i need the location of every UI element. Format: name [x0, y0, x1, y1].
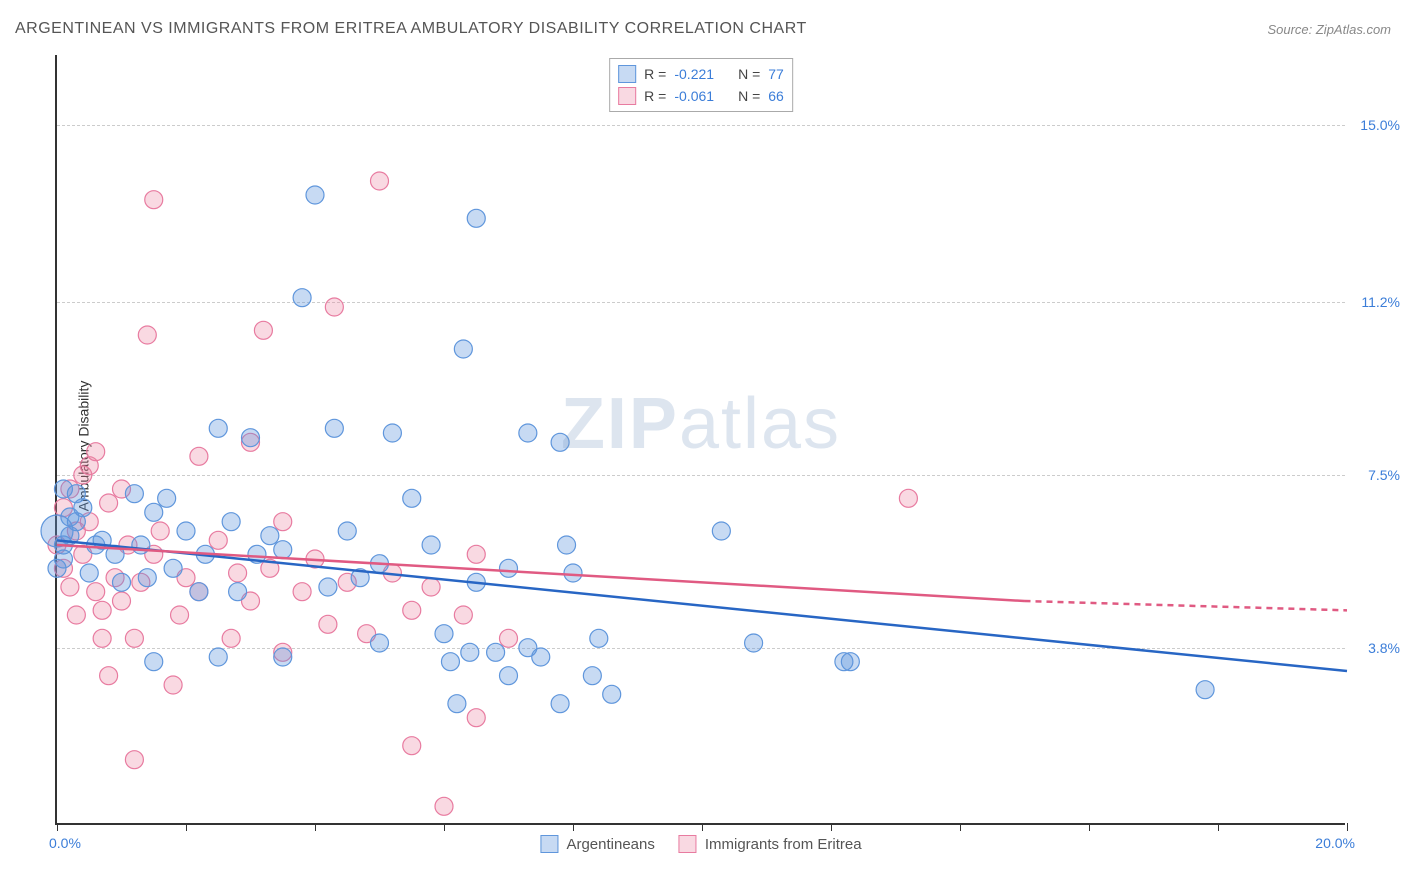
x-tick — [831, 823, 832, 831]
r-label: R = — [644, 66, 666, 82]
n-value-pink: 66 — [768, 88, 784, 104]
x-tick — [960, 823, 961, 831]
x-tick — [1089, 823, 1090, 831]
legend-label-blue: Argentineans — [566, 836, 654, 853]
y-tick-label: 11.2% — [1361, 294, 1400, 310]
legend-stats-row-blue: R = -0.221 N = 77 — [618, 63, 784, 85]
regression-line — [1025, 601, 1348, 610]
x-tick — [573, 823, 574, 831]
legend-item-blue: Argentineans — [540, 835, 654, 853]
swatch-pink — [618, 87, 636, 105]
legend-stats-row-pink: R = -0.061 N = 66 — [618, 85, 784, 107]
x-min-label: 0.0% — [49, 835, 81, 851]
x-tick — [444, 823, 445, 831]
regression-line — [57, 540, 1347, 671]
x-tick — [1347, 823, 1348, 831]
regression-lines-svg — [57, 55, 1345, 823]
r-value-blue: -0.221 — [674, 66, 714, 82]
legend-stats: R = -0.221 N = 77 R = -0.061 N = 66 — [609, 58, 793, 112]
x-tick — [57, 823, 58, 831]
chart-title: ARGENTINEAN VS IMMIGRANTS FROM ERITREA A… — [15, 20, 807, 38]
n-label: N = — [738, 66, 760, 82]
y-tick-label: 3.8% — [1368, 640, 1400, 656]
legend-series: Argentineans Immigrants from Eritrea — [540, 835, 861, 853]
source-label: Source: ZipAtlas.com — [1267, 22, 1391, 37]
header: ARGENTINEAN VS IMMIGRANTS FROM ERITREA A… — [15, 20, 1391, 38]
legend-item-pink: Immigrants from Eritrea — [679, 835, 862, 853]
y-tick-label: 15.0% — [1360, 117, 1400, 133]
y-tick-label: 7.5% — [1368, 467, 1400, 483]
n-value-blue: 77 — [768, 66, 784, 82]
x-max-label: 20.0% — [1315, 835, 1355, 851]
r-label: R = — [644, 88, 666, 104]
x-tick — [702, 823, 703, 831]
plot-area: ZIPatlas 3.8%7.5%11.2%15.0% 0.0% 20.0% R… — [55, 55, 1345, 825]
swatch-blue — [540, 835, 558, 853]
x-tick — [1218, 823, 1219, 831]
x-tick — [315, 823, 316, 831]
chart-container: ARGENTINEAN VS IMMIGRANTS FROM ERITREA A… — [0, 0, 1406, 892]
r-value-pink: -0.061 — [674, 88, 714, 104]
regression-line — [57, 545, 1025, 601]
legend-label-pink: Immigrants from Eritrea — [705, 836, 862, 853]
swatch-blue — [618, 65, 636, 83]
swatch-pink — [679, 835, 697, 853]
n-label: N = — [738, 88, 760, 104]
x-tick — [186, 823, 187, 831]
